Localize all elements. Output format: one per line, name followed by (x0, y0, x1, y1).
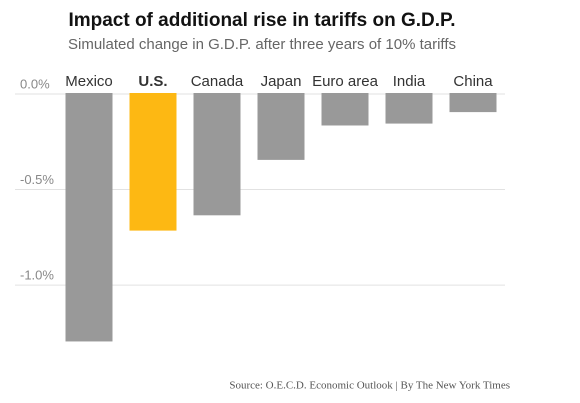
bar (449, 93, 497, 113)
bar (321, 93, 369, 126)
source-note: Source: O.E.C.D. Economic Outlook | By T… (229, 380, 510, 392)
chart-title: Impact of additional rise in tariffs on … (68, 10, 455, 31)
x-tick-label: Japan (261, 73, 302, 90)
x-tick-label: U.S. (138, 73, 167, 90)
x-tick-label: India (393, 73, 426, 90)
chart-subtitle: Simulated change in G.D.P. after three y… (68, 36, 456, 53)
x-tick-label: Mexico (65, 73, 113, 90)
y-tick-label: -0.5% (20, 172, 54, 187)
x-tick-label: Euro area (312, 73, 379, 90)
bar (65, 93, 113, 342)
bar (385, 93, 433, 124)
x-tick-label: China (453, 73, 493, 90)
y-tick-label: 0.0% (20, 76, 50, 91)
bar (129, 93, 177, 231)
y-tick-label: -1.0% (20, 268, 54, 283)
x-tick-label: Canada (191, 73, 244, 90)
bar (193, 93, 241, 216)
bar (257, 93, 305, 160)
